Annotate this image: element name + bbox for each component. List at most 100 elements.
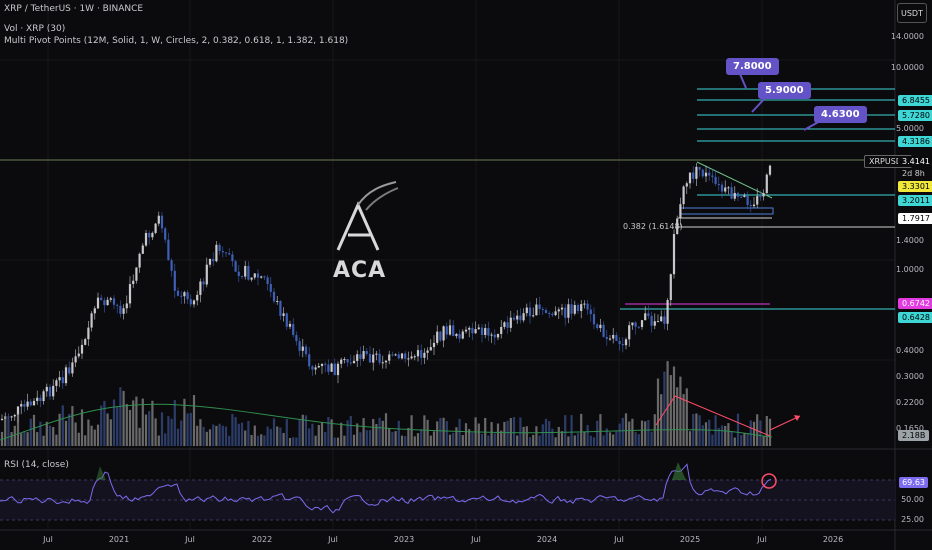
volume-bar (250, 434, 253, 446)
volume-bar (215, 425, 218, 446)
candle (314, 367, 317, 370)
volume-bar (23, 430, 26, 446)
price-axis-label: 1.4000 (896, 236, 924, 245)
volume-bar (125, 404, 128, 446)
price-axis-label: 5.0000 (896, 124, 924, 133)
rsi-axis-label: 50.00 (901, 495, 924, 504)
candle (311, 366, 314, 370)
candle (375, 353, 378, 355)
volume-bar (477, 423, 480, 446)
volume-bar (701, 425, 704, 446)
candle (327, 364, 330, 372)
candle (32, 400, 36, 406)
volume-bar (336, 437, 340, 446)
volume-bar (138, 427, 141, 446)
candle (247, 265, 250, 280)
time-axis-label: Jul (614, 535, 624, 544)
volume-bar (599, 414, 602, 446)
time-axis-label: Jul (328, 535, 338, 544)
candle (720, 184, 724, 192)
candle (16, 406, 20, 416)
time-axis-label: Jul (185, 535, 195, 544)
candle (173, 270, 176, 291)
volume-bar (688, 431, 692, 446)
target-callout: 5.9000 (758, 82, 811, 99)
candle (695, 166, 698, 179)
candle (730, 187, 733, 199)
volume-bar (343, 435, 346, 446)
candle (208, 258, 212, 265)
candle (202, 281, 205, 285)
volume-bar (160, 412, 164, 446)
candle (535, 304, 538, 316)
candle (567, 304, 570, 318)
candle (448, 325, 452, 335)
volume-bar (180, 420, 183, 446)
candle (362, 351, 365, 359)
candle (583, 303, 586, 305)
volume-bar (365, 430, 368, 446)
candle (272, 291, 276, 302)
volume-tag: 2.18B (898, 430, 930, 441)
candle (736, 192, 740, 197)
price-tag: 4.3186 (898, 136, 932, 147)
volume-bar (263, 435, 266, 446)
candle (365, 351, 368, 354)
candle (384, 360, 388, 363)
volume-bar (80, 409, 84, 446)
volume-bar (432, 431, 436, 446)
volume-bar (407, 427, 410, 446)
candle (759, 196, 762, 198)
price-axis-label: 0.2200 (896, 398, 924, 407)
volume-bar (311, 423, 314, 446)
candle (320, 363, 324, 367)
volume-bar (516, 435, 519, 446)
volume-bar (442, 417, 445, 446)
candle (608, 338, 612, 340)
currency-button[interactable]: USDT (897, 3, 927, 23)
candle (672, 234, 676, 275)
candle (464, 329, 468, 332)
candle (138, 253, 141, 268)
candle (410, 356, 413, 359)
volume-bar (93, 429, 96, 446)
volume-bar (730, 431, 733, 446)
volume-bar (375, 424, 378, 446)
candle (304, 346, 308, 355)
volume-bar (740, 435, 743, 446)
candle (442, 326, 445, 341)
volume-bar (413, 436, 416, 446)
volume-bar (637, 434, 640, 446)
volume-bar (487, 435, 490, 446)
volume-bar (554, 437, 557, 446)
volume-bar (36, 432, 39, 446)
volume-bar (381, 420, 384, 446)
candle (132, 280, 135, 285)
volume-bar (717, 427, 720, 446)
volume-bar (256, 435, 260, 446)
candle (522, 313, 525, 321)
volume-bar (509, 418, 512, 446)
volume-bar (468, 429, 471, 446)
candle (631, 322, 634, 326)
price-axis-label: 0.1650 (896, 424, 924, 433)
candle (356, 354, 359, 361)
candle (58, 377, 61, 381)
candle (724, 187, 727, 192)
candle (519, 315, 522, 321)
price-tag: 0.6428 (898, 312, 932, 323)
volume-bar (247, 420, 250, 446)
candle (500, 326, 503, 334)
volume-bar (221, 425, 224, 446)
candles (0, 162, 772, 423)
volume-bar (762, 436, 765, 446)
candle (279, 300, 282, 316)
candle (637, 326, 640, 328)
volume-bar (199, 419, 202, 446)
candle (711, 175, 714, 177)
candle (573, 304, 576, 314)
candle (100, 297, 103, 301)
volume-bar (580, 413, 583, 446)
volume-bar (503, 421, 506, 446)
volume-bar (87, 419, 90, 446)
